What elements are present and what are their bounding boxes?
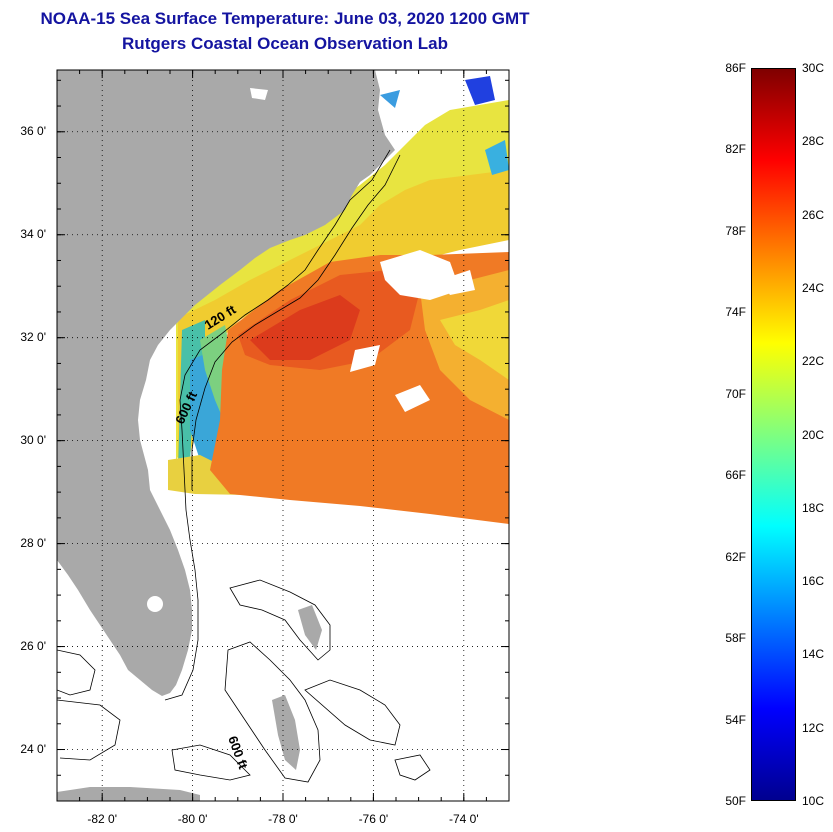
longitude-tick-label: -76 0'	[358, 812, 389, 826]
longitude-tick-label: -80 0'	[177, 812, 208, 826]
temperature-colorbar	[751, 68, 796, 801]
cuba-land	[57, 787, 200, 801]
colorbar-celsius-label: 26C	[802, 207, 825, 222]
colorbar-celsius-label: 12C	[802, 720, 825, 735]
bahamas-island	[298, 605, 322, 650]
colorbar-fahrenheit-label: 66F	[725, 468, 746, 483]
andros-island	[272, 695, 300, 770]
graticule-grid	[56, 70, 510, 802]
latitude-tick-label: 36 0'	[20, 123, 46, 138]
colorbar-fahrenheit-label: 62F	[725, 549, 746, 564]
lake-okeechobee	[147, 596, 163, 612]
colorbar-celsius-label: 14C	[802, 647, 825, 662]
colorbar-celsius-label: 20C	[802, 427, 825, 442]
colorbar-celsius-label: 30C	[802, 61, 825, 75]
colorbar-fahrenheit-label: 82F	[725, 142, 746, 157]
latitude-tick-label: 24 0'	[20, 741, 46, 756]
latitude-tick-label: 34 0'	[20, 226, 46, 241]
colorbar-fahrenheit-label: 78F	[725, 223, 746, 238]
colorbar-fahrenheit-label: 54F	[725, 712, 746, 727]
latitude-tick-label: 26 0'	[20, 638, 46, 653]
map-subtitle: Rutgers Coastal Ocean Observation Lab	[122, 34, 448, 53]
inland-lake	[250, 88, 268, 100]
land-layer	[57, 70, 395, 801]
longitude-tick-label: -78 0'	[268, 812, 298, 826]
colorbar-celsius-label: 10C	[802, 794, 825, 808]
latitude-tick-label: 32 0'	[20, 329, 46, 344]
bathymetry-contours	[57, 149, 431, 783]
us-east-coast-land	[57, 70, 395, 696]
colorbar-fahrenheit-label: 86F	[725, 61, 746, 75]
map-title: NOAA-15 Sea Surface Temperature: June 03…	[40, 9, 530, 28]
colorbar-fahrenheit-label: 58F	[725, 631, 746, 646]
colorbar-celsius-label: 22C	[802, 354, 825, 369]
longitude-tick-label: -74 0'	[448, 812, 479, 826]
colorbar-celsius-label: 18C	[802, 500, 825, 515]
colorbar-fahrenheit-label: 74F	[725, 305, 746, 320]
sst-data-layer	[168, 76, 509, 524]
longitude-tick-label: -82 0'	[87, 812, 118, 826]
map-frame	[56, 69, 510, 802]
latitude-tick-label: 30 0'	[20, 432, 46, 447]
latitude-tick-label: 28 0'	[20, 535, 46, 550]
colorbar-celsius-label: 16C	[802, 574, 825, 589]
colorbar-fahrenheit-label: 50F	[725, 794, 746, 808]
colorbar-celsius-label: 24C	[802, 280, 825, 295]
colorbar-celsius-label: 28C	[802, 134, 825, 149]
colorbar-fahrenheit-label: 70F	[725, 386, 746, 401]
